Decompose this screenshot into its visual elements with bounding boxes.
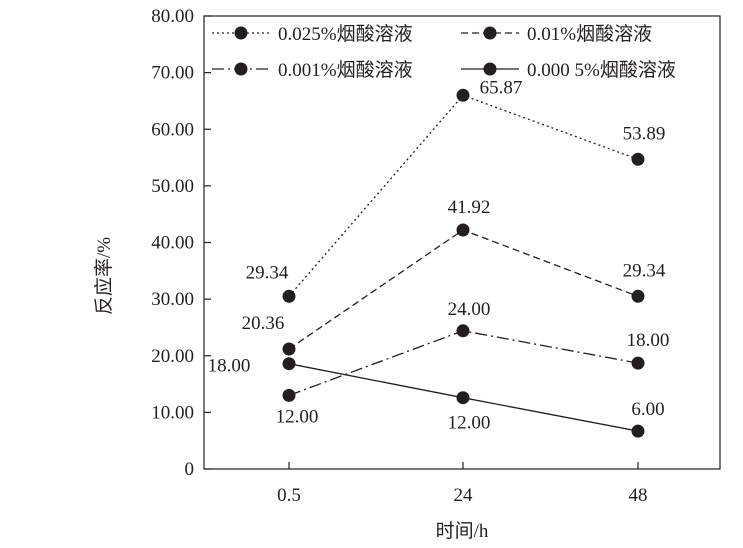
data-label: 20.36 bbox=[242, 313, 285, 334]
data-point bbox=[456, 391, 470, 405]
data-point bbox=[631, 152, 645, 166]
legend-marker bbox=[483, 26, 497, 40]
y-tick-label: 0 bbox=[185, 459, 195, 480]
y-axis-ticks: 0 10.00 20.00 30.00 40.00 50.00 60.00 70.00 80.0… bbox=[151, 6, 211, 480]
y-axis-title: 反应率/% bbox=[93, 237, 115, 315]
y-tick-label: 60.00 bbox=[151, 119, 194, 140]
legend-label: 0.025%烟酸溶液 bbox=[278, 23, 413, 45]
x-tick-label: 48 bbox=[629, 485, 648, 506]
data-label: 53.89 bbox=[623, 123, 666, 144]
data-label: 18.00 bbox=[208, 356, 251, 377]
data-label-layer: 29.34 65.87 53.89 20.36 41.92 29.34 12.00 24.00… bbox=[208, 77, 670, 433]
y-tick-label: 50.00 bbox=[151, 176, 194, 197]
series-line-1 bbox=[288, 94, 639, 297]
data-label: 29.34 bbox=[623, 260, 666, 281]
data-label: 6.00 bbox=[631, 399, 664, 420]
y-tick-label: 20.00 bbox=[151, 346, 194, 367]
legend-label: 0.000 5%烟酸溶液 bbox=[527, 59, 676, 81]
y-tick-label: 70.00 bbox=[151, 63, 194, 84]
x-axis-ticks: 0.5 24 48 bbox=[277, 462, 648, 506]
data-label: 41.92 bbox=[448, 197, 491, 218]
data-point bbox=[282, 357, 296, 371]
series-layer bbox=[282, 88, 645, 438]
data-label: 12.00 bbox=[448, 413, 491, 434]
data-point bbox=[631, 424, 645, 438]
legend-marker bbox=[483, 62, 497, 76]
legend-label: 0.01%烟酸溶液 bbox=[527, 23, 652, 45]
data-point bbox=[282, 342, 296, 356]
y-tick-label: 80.00 bbox=[151, 6, 194, 27]
data-point bbox=[456, 223, 470, 237]
data-point bbox=[282, 388, 296, 402]
legend-label: 0.001%烟酸溶液 bbox=[278, 59, 413, 81]
data-label: 29.34 bbox=[246, 262, 289, 283]
data-point bbox=[456, 324, 470, 338]
x-axis-title: 时间/h bbox=[436, 520, 489, 542]
legend: 0.025%烟酸溶液 0.01%烟酸溶液 0.001%烟酸溶液 0.000 5%烟酸溶… bbox=[212, 23, 676, 81]
data-point bbox=[631, 356, 645, 370]
data-point bbox=[456, 88, 470, 102]
legend-marker bbox=[234, 26, 248, 40]
data-label: 24.00 bbox=[448, 299, 491, 320]
y-tick-label: 10.00 bbox=[151, 402, 194, 423]
series-line-3 bbox=[288, 330, 639, 397]
y-tick-label: 30.00 bbox=[151, 289, 194, 310]
data-point bbox=[631, 289, 645, 303]
legend-marker bbox=[234, 62, 248, 76]
data-point bbox=[282, 289, 296, 303]
data-label: 12.00 bbox=[276, 406, 319, 427]
y-tick-label: 40.00 bbox=[151, 233, 194, 254]
x-tick-label: 24 bbox=[454, 485, 474, 506]
x-tick-label: 0.5 bbox=[277, 485, 301, 506]
data-label: 18.00 bbox=[627, 330, 670, 351]
data-label: 65.87 bbox=[480, 77, 523, 98]
